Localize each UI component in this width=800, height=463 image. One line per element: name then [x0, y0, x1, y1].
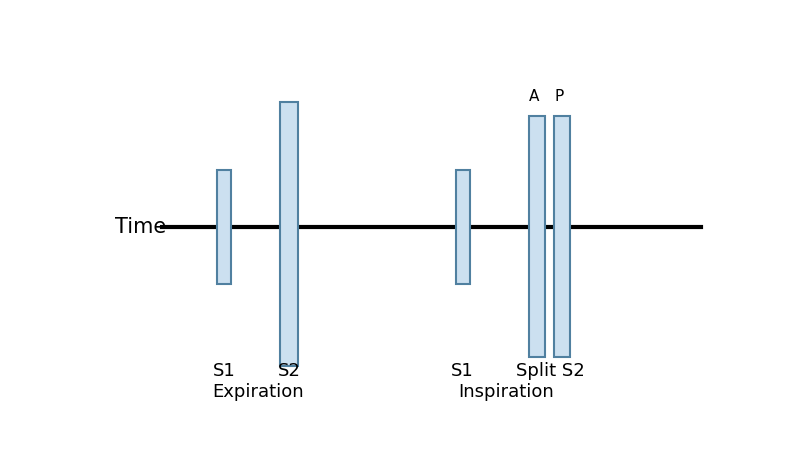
Bar [281, 102, 298, 366]
Bar [456, 169, 470, 284]
Text: Split S2: Split S2 [516, 362, 585, 380]
Text: Expiration: Expiration [212, 383, 304, 401]
Text: S2: S2 [278, 362, 301, 380]
Text: Inspiration: Inspiration [458, 383, 554, 401]
Text: A: A [529, 89, 539, 104]
Text: P: P [554, 89, 563, 104]
Text: S1: S1 [451, 362, 474, 380]
Text: S1: S1 [213, 362, 235, 380]
Bar [530, 116, 545, 357]
Bar [554, 116, 570, 357]
Text: Time: Time [114, 217, 166, 237]
Bar [217, 169, 231, 284]
